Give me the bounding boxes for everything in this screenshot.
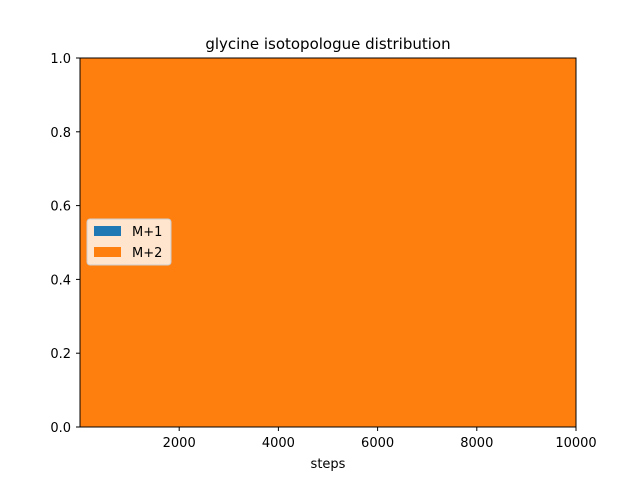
- legend: M+1M+2: [86, 218, 172, 266]
- x-tick-label: 10000: [555, 436, 596, 451]
- chart-title: glycine isotopologue distribution: [205, 35, 450, 53]
- y-tick-label: 0.8: [50, 126, 71, 141]
- legend-label: M+1: [132, 225, 162, 240]
- x-tick-label: 8000: [460, 436, 493, 451]
- x-tick-label: 4000: [262, 436, 295, 451]
- y-tick-label: 0.2: [50, 347, 71, 362]
- area-series-m-2: [80, 58, 576, 427]
- axes: 2000 4000 6000 8000 10000 0.0 0.2 0.4 0.6 0.8 1.0: [50, 52, 596, 451]
- y-tick-label: 0.0: [50, 421, 71, 436]
- plot-area: [80, 58, 576, 427]
- x-tick-label: 2000: [163, 436, 196, 451]
- y-tick-label: 0.4: [50, 273, 71, 288]
- legend-swatch: [94, 226, 121, 236]
- x-tick-label: 6000: [361, 436, 394, 451]
- legend-label: M+2: [132, 246, 162, 261]
- y-tick-label: 1.0: [50, 52, 71, 67]
- x-axis-label: steps: [311, 457, 346, 472]
- plot-frame: [79, 57, 577, 428]
- y-tick-label: 0.6: [50, 200, 71, 215]
- legend-swatch: [94, 247, 121, 257]
